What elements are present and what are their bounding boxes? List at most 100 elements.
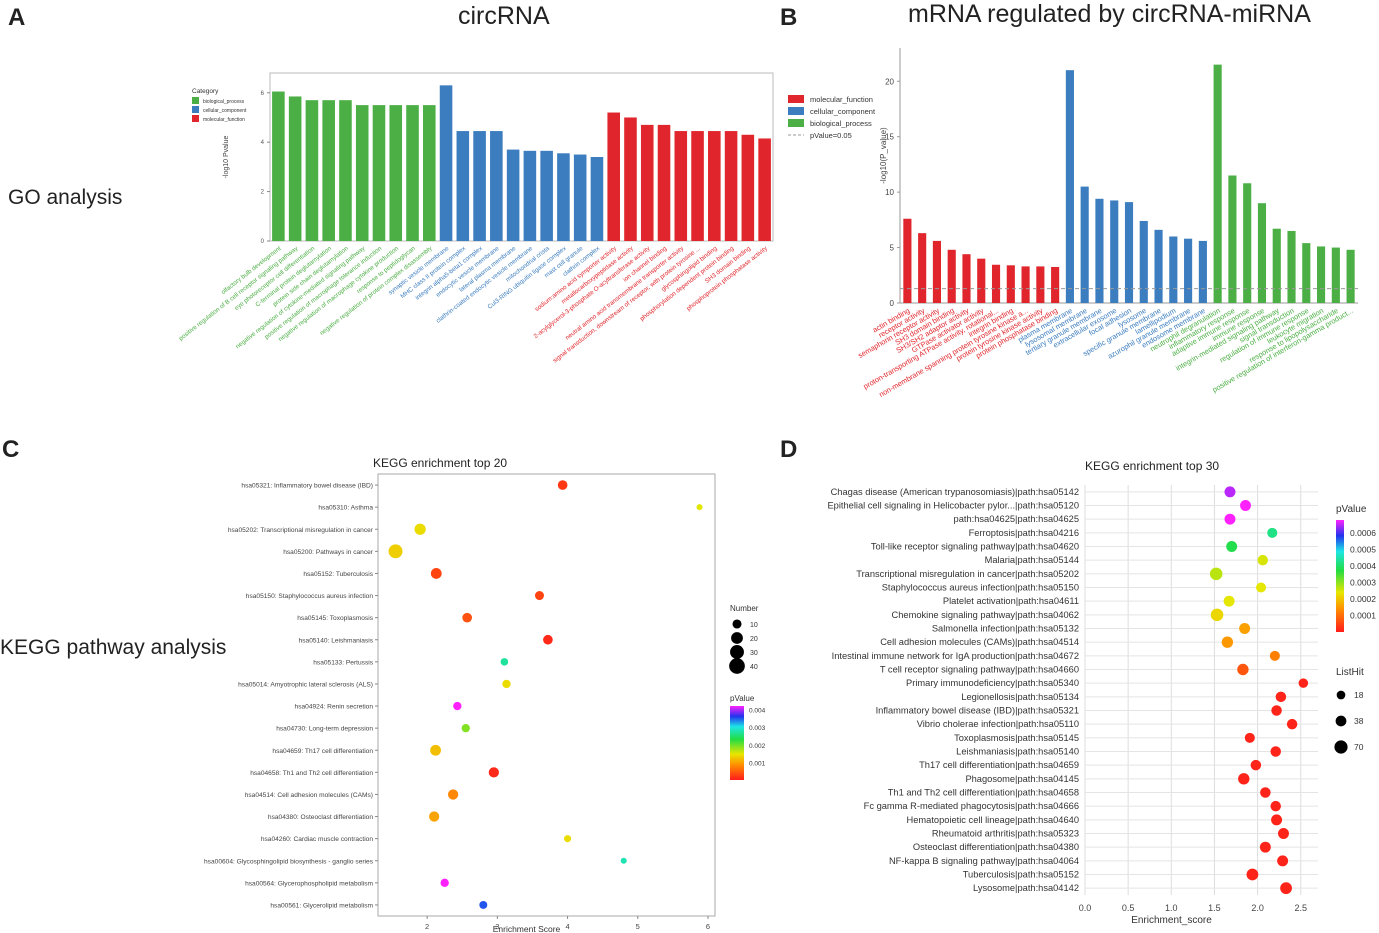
y-tick-label: Chemokine signaling pathway|path:hsa0406… bbox=[892, 610, 1079, 620]
y-tick-label: Platelet activation|path:hsa04611 bbox=[943, 596, 1079, 606]
data-point bbox=[1260, 787, 1271, 798]
bar bbox=[506, 149, 520, 241]
y-tick-label: hsa05150: Staphylococcus aureus infectio… bbox=[246, 593, 374, 600]
bar bbox=[1154, 229, 1163, 303]
y-tick-label: hsa05321: Inflammatory bowel disease (IB… bbox=[241, 483, 373, 490]
data-point bbox=[1210, 608, 1224, 622]
y-tick-label: hsa04730: Long-term depression bbox=[276, 726, 373, 733]
bar bbox=[1272, 228, 1281, 303]
bar bbox=[473, 131, 486, 241]
bar bbox=[422, 105, 436, 241]
color-legend-label: 0.004 bbox=[749, 708, 766, 715]
panel-letter-c: C bbox=[2, 436, 20, 463]
y-tick-label: Toll-like receptor signaling pathway|pat… bbox=[871, 542, 1079, 552]
data-point bbox=[488, 767, 499, 778]
bar bbox=[540, 150, 553, 241]
data-point bbox=[1209, 567, 1223, 581]
data-point bbox=[1270, 746, 1281, 757]
x-axis-label: Enrichment Score bbox=[493, 924, 561, 933]
bar bbox=[1065, 70, 1074, 303]
y-tick-label: Th17 cell differentiation|path:hsa04659 bbox=[919, 760, 1079, 770]
bar bbox=[932, 240, 941, 303]
y-tick-label: 5 bbox=[890, 244, 895, 253]
y-tick-label: hsa05140: Leishmaniasis bbox=[299, 637, 374, 644]
x-tick-label: 1.5 bbox=[1208, 903, 1221, 913]
y-tick-label: T cell receptor signaling pathway|path:h… bbox=[880, 665, 1079, 675]
data-point bbox=[534, 591, 544, 601]
size-legend-dot bbox=[731, 632, 743, 644]
y-tick-label: 2 bbox=[261, 190, 265, 196]
data-point bbox=[1224, 513, 1236, 525]
color-legend-label: 0.001 bbox=[749, 760, 766, 767]
data-point bbox=[500, 658, 509, 666]
y-tick-label: Legionellosis|path:hsa05134 bbox=[961, 692, 1079, 702]
kegg-top20-dot-plot: KEGG enrichment top 20 2 3 4 5 6 Enrichment Sc… bbox=[204, 456, 766, 933]
y-tick-label: hsa05014: Amyotrophic lateral sclerosis … bbox=[238, 681, 373, 688]
panel-letter-d: D bbox=[780, 436, 798, 463]
bar bbox=[1243, 183, 1252, 303]
data-point bbox=[1250, 759, 1262, 771]
color-legend-label: 0.0002 bbox=[1350, 594, 1376, 604]
bar bbox=[1257, 203, 1267, 303]
y-tick-label: hsa04659: Th17 cell differentiation bbox=[272, 748, 373, 755]
y-tick-label: hsa00561: Glycerolipid metabolism bbox=[270, 902, 373, 909]
y-tick-label: Malaria|path:hsa05144 bbox=[985, 555, 1079, 565]
y-tick-label: Inflammatory bowel disease (IBD)|path:hs… bbox=[876, 706, 1079, 716]
y-tick-label: hsa04380: Osteoclast differentiation bbox=[268, 814, 373, 821]
bar bbox=[322, 100, 335, 241]
color-legend-label: 0.0001 bbox=[1350, 611, 1376, 621]
legend-label: molecular_function bbox=[203, 117, 245, 123]
legend-label: cellular_component bbox=[203, 108, 247, 114]
bar bbox=[640, 124, 654, 241]
data-point bbox=[440, 878, 449, 888]
data-point bbox=[1240, 500, 1251, 511]
color-legend-label: 0.002 bbox=[749, 743, 766, 750]
data-point bbox=[1239, 623, 1251, 634]
color-legend-title: pValue bbox=[1336, 504, 1367, 515]
data-point bbox=[388, 544, 403, 559]
y-tick-label: hsa05310: Asthma bbox=[318, 505, 373, 512]
bar bbox=[674, 131, 688, 241]
y-tick-label: Th1 and Th2 cell differentiation|path:hs… bbox=[888, 788, 1079, 798]
bar bbox=[691, 131, 704, 241]
data-point bbox=[430, 744, 441, 756]
bar bbox=[1080, 186, 1089, 303]
plot-frame bbox=[269, 72, 774, 242]
data-point bbox=[1224, 486, 1236, 498]
y-tick-label: 0 bbox=[261, 239, 265, 245]
legend-label: biological_process bbox=[203, 99, 245, 105]
bar bbox=[389, 105, 403, 241]
data-point bbox=[479, 900, 488, 909]
x-tick-label: 4 bbox=[565, 922, 569, 931]
bar bbox=[1331, 247, 1340, 303]
bar bbox=[406, 105, 419, 241]
y-tick-label: Fc gamma R-mediated phagocytosis|path:hs… bbox=[864, 801, 1079, 811]
legend-label: biological_process bbox=[810, 119, 872, 128]
bar bbox=[724, 131, 738, 241]
bar bbox=[1169, 236, 1178, 303]
size-legend-title: ListHit bbox=[1336, 667, 1364, 678]
size-legend-dot bbox=[1335, 715, 1347, 727]
bar bbox=[903, 218, 912, 303]
y-tick-label: hsa05152: Tuberculosis bbox=[303, 571, 373, 578]
bar bbox=[758, 138, 771, 241]
bar bbox=[272, 91, 285, 241]
y-tick-label: Tuberculosis|path:hsa05152 bbox=[963, 870, 1079, 880]
legend-swatch bbox=[192, 106, 199, 113]
y-tick-label: Salmonella infection|path:hsa05132 bbox=[932, 624, 1079, 634]
y-tick-label: hsa00604: Glycosphingolipid biosynthesis… bbox=[204, 858, 374, 865]
size-legend-dot bbox=[730, 645, 744, 659]
legend-swatch bbox=[788, 119, 804, 127]
bar bbox=[1051, 266, 1060, 303]
data-point bbox=[543, 634, 553, 645]
y-tick-label: hsa04658: Th1 and Th2 cell differentiati… bbox=[250, 770, 373, 777]
bar bbox=[1021, 266, 1030, 303]
chart-title: KEGG enrichment top 20 bbox=[373, 456, 507, 470]
chart-title: KEGG enrichment top 30 bbox=[1085, 459, 1219, 473]
color-legend-label: 0.0003 bbox=[1350, 578, 1376, 588]
y-tick-label: hsa05202: Transcriptional misregulation … bbox=[228, 527, 374, 534]
panel-letter-a: A bbox=[8, 4, 26, 31]
data-point bbox=[1244, 732, 1255, 743]
data-point bbox=[1256, 582, 1267, 593]
bar bbox=[590, 157, 604, 241]
